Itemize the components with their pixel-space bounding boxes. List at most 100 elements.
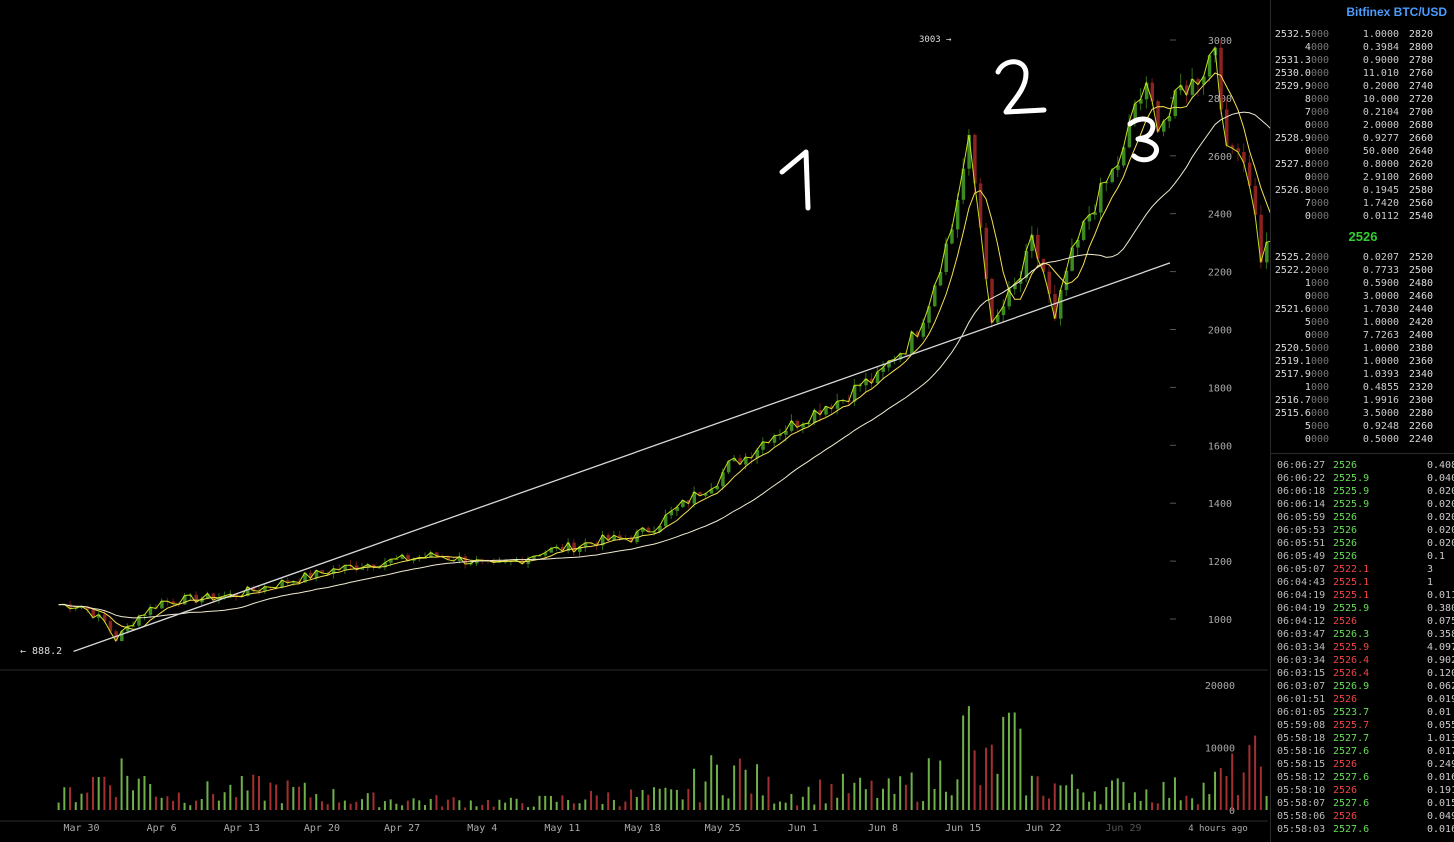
orderbook-row: 8000 10.000 2720 [1271,93,1454,106]
trade-row[interactable]: 06:05:51 2526 0.020 [1271,537,1454,550]
volume-bar [309,797,312,810]
trade-row[interactable]: 06:04:43 2525.1 1 [1271,576,1454,589]
orderbook-price: 4000 [1305,41,1329,54]
volume-bar [996,773,999,810]
orderbook-row: 4000 0.3984 2800 [1271,41,1454,54]
orderbook-price: 0000 [1305,119,1329,132]
volume-bar [1265,795,1268,810]
trade-row[interactable]: 05:58:06 2526 0.049 [1271,810,1454,823]
trade-time: 06:01:05 [1277,707,1326,718]
orderbook-price: 0000 [1305,171,1329,184]
candle [549,548,553,553]
wave-annotations [779,59,1160,211]
trade-amount: 0.020 [1427,525,1454,536]
volume-bar [1219,768,1222,810]
trade-row[interactable]: 06:05:59 2526 0.020 [1271,511,1454,524]
volume-bar [973,750,976,810]
candle [652,531,656,533]
volume-bar [361,799,364,810]
orderbook-row: 2532.5000 1.0000 2820 [1271,28,1454,41]
candle [91,609,95,618]
candle [412,558,416,561]
candle [600,534,605,546]
trade-row[interactable]: 06:03:07 2526.9 0.062 [1271,680,1454,693]
orderbook-total: 2720 [1408,94,1433,105]
trade-row[interactable]: 06:03:34 2526.4 0.902 [1271,654,1454,667]
trade-amount: 0.049 [1427,811,1454,822]
trade-row[interactable]: 06:06:14 2525.9 0.020 [1271,498,1454,511]
candle [578,546,582,552]
trade-history[interactable]: 06:06:2725260.40806:06:222525.90.04006:0… [1271,459,1454,842]
orderbook-amount: 0.8000 [1362,159,1399,170]
trade-row[interactable]: 05:58:18 2527.7 1.013 [1271,732,1454,745]
volume-bar [1088,801,1091,810]
volume-bar [939,760,942,810]
trade-row[interactable]: 05:58:12 2527.6 0.016 [1271,771,1454,784]
orderbook-price-value: 0 [1304,172,1311,183]
trade-row[interactable]: 06:01:05 2523.7 0.01 [1271,706,1454,719]
volume-bar [1128,803,1131,810]
trade-row[interactable]: 05:59:08 2525.7 0.055 [1271,719,1454,732]
trade-row[interactable]: 05:58:03 2527.6 0.016 [1271,823,1454,836]
trade-row[interactable]: 06:06:22 2525.9 0.040 [1271,472,1454,485]
trade-row[interactable]: 06:03:47 2526.3 0.358 [1271,628,1454,641]
volume-bar [653,787,655,810]
candle [1259,214,1263,263]
volume-bar [372,792,375,810]
trade-row[interactable]: 06:04:12 2526 0.075 [1271,615,1454,628]
volume-bar [830,783,833,810]
volume-bar [675,789,678,810]
volume-bar [263,800,266,810]
trade-row[interactable]: 06:06:27 2526 0.408 [1271,459,1454,472]
orderbook-price-dim: 000 [1310,356,1329,367]
trade-amount: 0.040 [1427,473,1454,484]
trade-row[interactable]: 06:03:34 2525.9 4.097 [1271,641,1454,654]
orderbook-total: 2800 [1408,42,1433,53]
trade-row[interactable]: 05:58:16 2527.6 0.017 [1271,745,1454,758]
trend-line [73,262,1171,653]
orderbook-amount: 1.0000 [1362,343,1399,354]
candle [125,626,130,632]
orderbook-total: 2280 [1408,408,1433,419]
candle [183,595,187,605]
orderbook-price: 7000 [1305,106,1329,119]
volume-bar [985,747,988,810]
trade-row[interactable]: 06:03:15 2526.4 0.120 [1271,667,1454,680]
trade-row[interactable]: 06:04:19 2525.1 0.011 [1271,589,1454,602]
x-tick-label: May 18 [624,823,660,834]
trade-row[interactable]: 06:01:51 2526 0.019 [1271,693,1454,706]
trade-price: 2525.9 [1333,486,1370,497]
candle [457,556,462,561]
trade-row[interactable]: 06:04:19 2525.9 0.380 [1271,602,1454,615]
trade-row[interactable]: 05:58:15 2526 0.249 [1271,758,1454,771]
orderbook-price-dim: 000 [1310,133,1329,144]
trade-time: 05:58:06 [1277,811,1326,822]
volume-bar [189,805,192,810]
trade-row[interactable]: 06:05:07 2522.1 3 [1271,563,1454,576]
volume-bar [773,803,776,810]
trade-price: 2527.7 [1333,733,1370,744]
divider [1271,453,1454,454]
trade-row[interactable]: 05:58:10 2526 0.191 [1271,784,1454,797]
orderbook-amount: 1.7420 [1362,198,1399,209]
volume-bar [647,794,650,810]
price-chart[interactable]: 3000280026002400220020001800160014001200… [0,0,1270,842]
orderbook-total: 2240 [1408,434,1433,445]
candle [1099,183,1103,213]
candle [1162,121,1166,132]
orderbook-row: 0000 7.7263 2400 [1271,329,1454,342]
volume-bar [1208,794,1211,810]
trade-amount: 1.013 [1427,733,1454,744]
trade-row[interactable]: 06:05:49 2526 0.1 [1271,550,1454,563]
wave-1-annotation [779,149,811,211]
orderbook-row: 2526.8000 0.1945 2580 [1271,184,1454,197]
trade-row[interactable]: 06:06:18 2525.9 0.020 [1271,485,1454,498]
x-tick-label: Jun 29 [1105,823,1141,834]
orderbook-price: 2515.6000 [1275,407,1329,420]
trade-price: 2527.6 [1333,746,1370,757]
orderbook-price: 7000 [1305,197,1329,210]
trade-row[interactable]: 06:05:53 2526 0.020 [1271,524,1454,537]
ma-fast-line [58,72,1270,630]
trade-price: 2525.1 [1333,577,1370,588]
trade-row[interactable]: 05:58:07 2527.6 0.015 [1271,797,1454,810]
